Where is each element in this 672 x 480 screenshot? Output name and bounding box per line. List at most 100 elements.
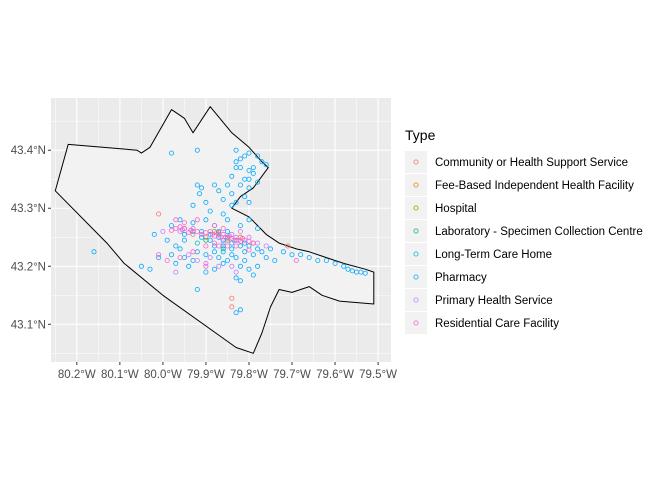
data-point xyxy=(224,182,230,188)
data-point xyxy=(250,252,256,258)
data-point xyxy=(190,220,196,226)
x-tick-label: 79.9°W xyxy=(187,369,225,381)
data-point xyxy=(224,243,230,249)
data-point xyxy=(229,304,235,310)
data-point xyxy=(229,252,235,258)
data-point xyxy=(237,228,243,234)
data-point xyxy=(186,252,192,258)
legend-item: Community or Health Support Service xyxy=(405,151,628,173)
data-point xyxy=(263,255,269,261)
data-point xyxy=(199,231,205,237)
data-point xyxy=(255,246,261,252)
data-point xyxy=(229,202,235,208)
data-point xyxy=(280,249,286,255)
data-point xyxy=(211,233,217,239)
data-point xyxy=(216,188,222,194)
boundary-polygon xyxy=(54,106,375,354)
data-point xyxy=(220,211,226,217)
data-point xyxy=(160,228,166,234)
legend-key xyxy=(405,220,427,242)
legend-label: Long-Term Care Home xyxy=(435,249,552,261)
data-point xyxy=(181,237,187,243)
data-point xyxy=(259,249,265,255)
data-point xyxy=(246,167,252,173)
data-point xyxy=(203,217,209,223)
legend-label: Pharmacy xyxy=(435,272,487,284)
legend-key xyxy=(405,266,427,288)
data-point xyxy=(349,268,355,274)
data-point xyxy=(237,156,243,162)
data-point xyxy=(207,255,213,261)
data-point xyxy=(246,176,252,182)
legend-symbol xyxy=(413,228,419,234)
data-point xyxy=(246,217,252,223)
legend-label: Fee-Based Independent Health Facility xyxy=(435,180,634,192)
data-point xyxy=(233,269,239,275)
data-point xyxy=(216,263,222,269)
data-point xyxy=(211,223,217,229)
data-point xyxy=(332,260,338,266)
data-point xyxy=(199,234,205,240)
data-point xyxy=(250,170,256,176)
data-point xyxy=(147,266,153,272)
data-point xyxy=(237,263,243,269)
data-point xyxy=(242,249,248,255)
data-point xyxy=(173,217,179,223)
y-tick-label: 43.2°N xyxy=(11,261,46,273)
data-point xyxy=(216,243,222,249)
data-point xyxy=(242,194,248,200)
data-point xyxy=(263,162,269,168)
data-point xyxy=(216,255,222,261)
data-point xyxy=(246,247,252,253)
city-boundary xyxy=(54,106,375,354)
legend-symbol xyxy=(413,251,419,257)
legend-symbol xyxy=(413,320,419,326)
data-point xyxy=(233,310,239,316)
data-point xyxy=(250,240,256,246)
legend-symbol xyxy=(413,182,419,188)
x-axis: 80.2°W 80.1°W 80.0°W 79.9°W 79.8°W 79.7°W 79.6… xyxy=(58,362,397,381)
legend-item: Laboratory - Specimen Collection Centre xyxy=(405,220,643,242)
legend-key xyxy=(405,174,427,196)
legend-key xyxy=(405,312,427,334)
data-point xyxy=(263,243,269,249)
legend-label: Laboratory - Specimen Collection Centre xyxy=(435,226,643,238)
data-point xyxy=(203,199,209,205)
data-point xyxy=(203,260,209,266)
data-point xyxy=(203,269,209,275)
data-point xyxy=(224,228,230,234)
y-tick-label: 43.4°N xyxy=(11,145,46,157)
legend-title: Type xyxy=(405,127,436,143)
legend-symbol xyxy=(413,274,419,280)
series-5 xyxy=(91,147,368,316)
data-point xyxy=(194,286,200,292)
data-point xyxy=(246,185,252,191)
data-point xyxy=(229,263,235,269)
data-point xyxy=(168,150,174,156)
data-point xyxy=(233,199,239,205)
data-point xyxy=(242,153,248,159)
data-point xyxy=(207,237,213,243)
data-point xyxy=(224,257,230,263)
data-point xyxy=(203,252,209,258)
data-point xyxy=(156,255,162,261)
legend-item: Residential Care Facility xyxy=(405,312,559,334)
x-tick-label: 80.1°W xyxy=(101,369,139,381)
x-tick-label: 79.5°W xyxy=(359,369,397,381)
x-tick-label: 79.6°W xyxy=(316,369,354,381)
data-point xyxy=(224,217,230,223)
data-point xyxy=(237,278,243,284)
data-point xyxy=(362,270,368,276)
data-point xyxy=(168,252,174,258)
data-point xyxy=(207,231,213,237)
y-tick-label: 43.1°N xyxy=(11,319,46,331)
data-point xyxy=(177,255,183,261)
data-point xyxy=(285,243,291,249)
data-point xyxy=(293,257,299,263)
legend-key xyxy=(405,243,427,265)
data-point xyxy=(173,269,179,275)
data-point xyxy=(246,199,252,205)
data-point xyxy=(233,147,239,153)
data-point xyxy=(194,217,200,223)
